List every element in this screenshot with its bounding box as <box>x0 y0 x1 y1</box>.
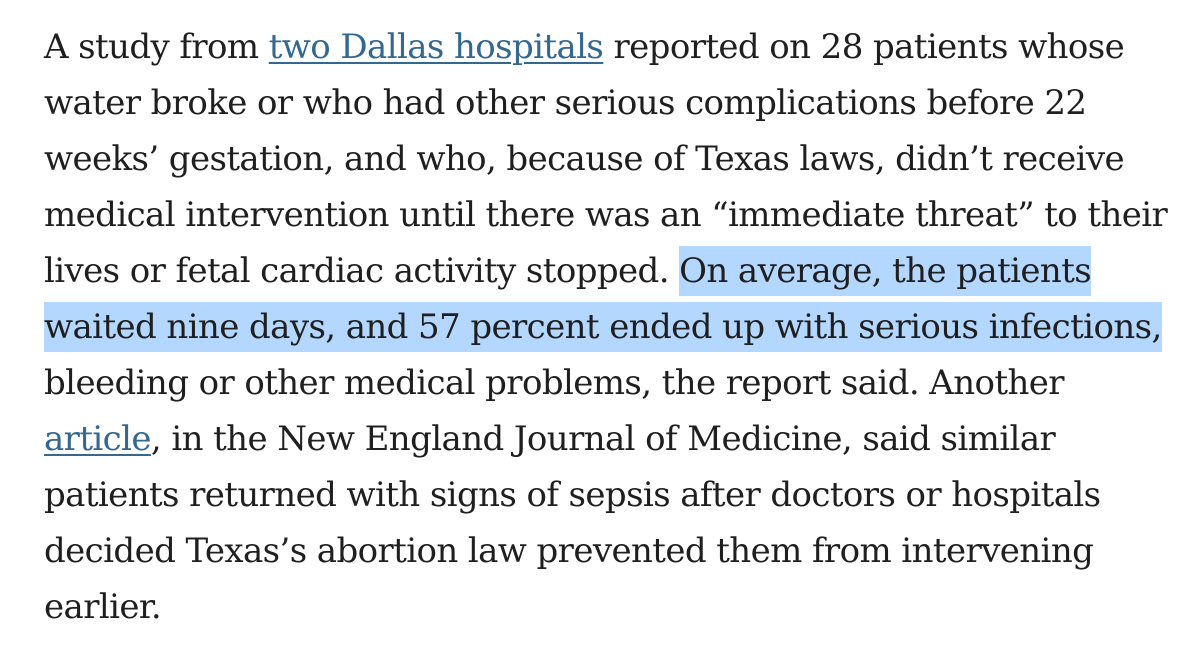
line-text: medical intervention until there was an … <box>44 195 1168 235</box>
line-text: , in the New England Journal of Medicine… <box>150 419 1056 459</box>
paragraph-line-2: water broke or who had other serious com… <box>44 80 1087 126</box>
line-text: water broke or who had other serious com… <box>44 83 1087 123</box>
paragraph-line-10: decided Texas’s abortion law prevented t… <box>44 528 1094 574</box>
line-text: lives or fetal cardiac activity stopped. <box>44 251 680 291</box>
paragraph-line-6: waited nine days, and 57 percent ended u… <box>44 302 1162 352</box>
line-text: earlier. <box>44 587 162 627</box>
two-dallas-hospitals-link[interactable]: two Dallas hospitals <box>268 27 604 67</box>
selected-text: waited nine days, and 57 percent ended u… <box>44 302 1162 352</box>
selected-text: On average, the patients <box>679 246 1092 296</box>
line-text: A study from <box>44 27 269 67</box>
paragraph-line-8: article, in the New England Journal of M… <box>44 416 1056 462</box>
paragraph-line-7: bleeding or other medical problems, the … <box>44 360 1065 406</box>
paragraph-line-9: patients returned with signs of sepsis a… <box>44 472 1101 518</box>
paragraph-line-4: medical intervention until there was an … <box>44 192 1168 238</box>
paragraph-line-11: earlier. <box>44 584 162 630</box>
line-text: weeks’ gestation, and who, because of Te… <box>44 139 1125 179</box>
line-text: reported on 28 patients whose <box>603 27 1125 67</box>
line-text: patients returned with signs of sepsis a… <box>44 475 1101 515</box>
paragraph-line-1: A study from two Dallas hospitals report… <box>44 24 1125 70</box>
article-link[interactable]: article <box>44 419 152 459</box>
line-text: bleeding or other medical problems, the … <box>44 363 1065 403</box>
line-text: decided Texas’s abortion law prevented t… <box>44 531 1094 571</box>
paragraph-line-5: lives or fetal cardiac activity stopped.… <box>44 246 1092 296</box>
paragraph-line-3: weeks’ gestation, and who, because of Te… <box>44 136 1125 182</box>
